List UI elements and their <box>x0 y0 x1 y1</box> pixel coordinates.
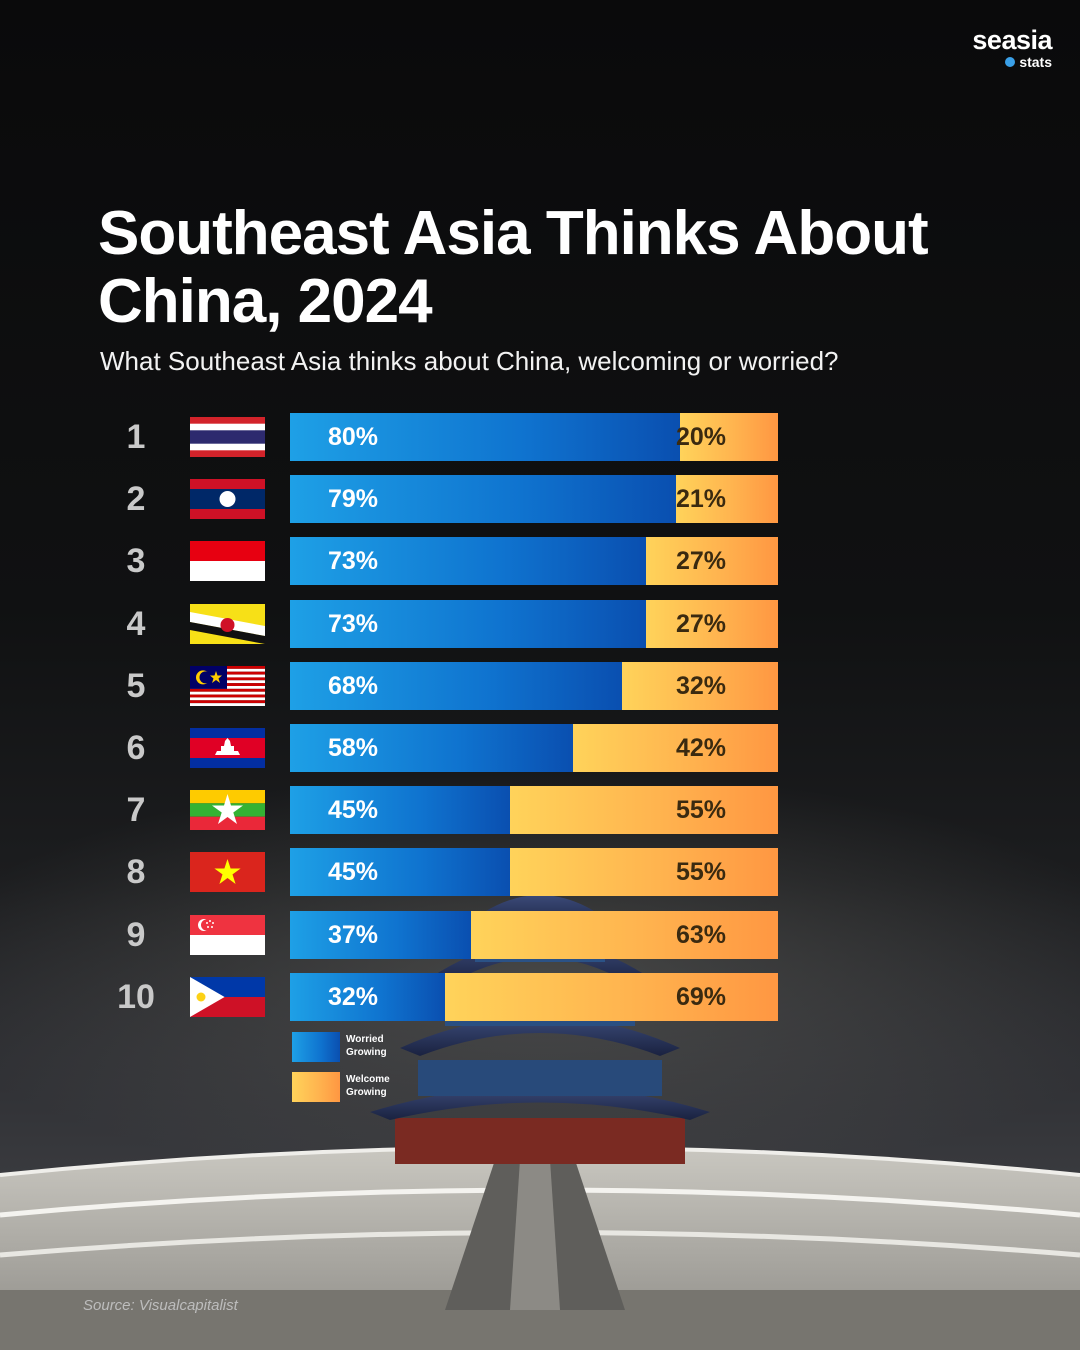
stacked-bar: 73% 27% <box>290 599 778 648</box>
rank-label: 7 <box>126 791 146 830</box>
brand-name: seasia <box>972 25 1052 55</box>
philippines-flag-icon <box>190 976 265 1017</box>
legend-swatch-worried <box>292 1032 340 1062</box>
bar-segment-welcome <box>675 475 778 524</box>
bar-segment-worried: 45% <box>290 786 510 835</box>
bar-segment-worried: 73% <box>290 599 647 648</box>
laos-flag-icon <box>190 479 265 520</box>
rank-label: 10 <box>117 977 155 1016</box>
bar-segment-welcome <box>646 537 778 586</box>
chart-row: 7 45% 55% <box>0 786 800 835</box>
globe-icon <box>1005 57 1016 67</box>
rank-label: 9 <box>126 915 146 954</box>
chart-row: 5 68% 32% <box>0 661 800 710</box>
data-label-worried: 45% <box>328 858 379 887</box>
bar-segment-worried: 73% <box>290 537 647 586</box>
chart-row: 3 73% 27% <box>0 537 800 586</box>
data-label-welcome: 27% <box>675 609 726 638</box>
rank-label: 1 <box>126 418 146 456</box>
chart-row: 10 32% 69% <box>0 972 800 1021</box>
legend-label-worried: Worried Growing <box>346 1034 387 1058</box>
data-label-welcome: 69% <box>675 982 726 1011</box>
chart-row: 6 58% 42% <box>0 724 800 772</box>
data-label-welcome: 20% <box>675 423 726 451</box>
bar-segment-welcome <box>646 599 778 648</box>
data-label-worried: 68% <box>328 671 379 700</box>
indonesia-flag-icon <box>190 541 265 582</box>
data-label-worried: 58% <box>328 734 379 762</box>
data-label-welcome: 42% <box>675 734 726 762</box>
bar-segment-worried: 45% <box>290 848 510 897</box>
brand-sub: stats <box>1005 54 1052 70</box>
stacked-bar: 79% 21% <box>290 475 778 524</box>
stacked-bar: 80% 20% <box>290 413 778 461</box>
singapore-flag-icon <box>190 914 265 955</box>
legend-label-welcome: Welcome Growing <box>346 1074 390 1098</box>
chart-subtitle: What Southeast Asia thinks about China, … <box>100 346 839 376</box>
data-label-welcome: 55% <box>675 858 726 887</box>
stacked-bar: 45% 55% <box>290 786 778 835</box>
stacked-bar: 37% 63% <box>290 910 778 959</box>
brunei-flag-icon <box>190 603 265 644</box>
chart-row: 2 79% 21% <box>0 475 800 524</box>
chart-row: 1 80% 20% <box>0 413 800 461</box>
bar-segment-welcome <box>444 972 778 1021</box>
chart-row: 4 73% 27% <box>0 599 800 648</box>
stacked-bar: 45% 55% <box>290 848 778 897</box>
bar-segment-worried: 79% <box>290 475 676 524</box>
thailand-flag-icon <box>190 417 265 457</box>
rank-label: 3 <box>126 542 146 581</box>
data-label-worried: 45% <box>328 796 379 825</box>
stacked-bar: 58% 42% <box>290 724 778 772</box>
stacked-bar: 68% 32% <box>290 661 778 710</box>
data-label-welcome: 63% <box>675 920 726 949</box>
bar-segment-welcome <box>509 786 778 835</box>
legend-swatch-welcome <box>292 1072 340 1102</box>
data-label-welcome: 55% <box>675 796 726 825</box>
bar-segment-worried: 68% <box>290 661 622 710</box>
bar-segment-worried: 32% <box>290 972 445 1021</box>
data-label-welcome: 32% <box>675 671 726 700</box>
cambodia-flag-icon <box>190 728 265 768</box>
data-label-welcome: 21% <box>675 485 726 514</box>
chart-row: 8 45% 55% <box>0 848 800 897</box>
stacked-bar: 73% 27% <box>290 537 778 586</box>
data-label-worried: 37% <box>328 920 379 949</box>
rank-label: 6 <box>126 729 146 767</box>
chart-title: Southeast Asia Thinks About China, 2024 <box>98 199 929 336</box>
legend-item-worried: Worried Growing <box>292 1032 492 1062</box>
rank-label: 8 <box>126 853 146 892</box>
rank-label: 5 <box>126 666 146 705</box>
bar-segment-welcome <box>470 910 778 959</box>
bar-segment-welcome <box>680 413 778 461</box>
source-note: Source: Visualcapitalist <box>83 1297 238 1314</box>
myanmar-flag-icon <box>190 790 265 831</box>
data-label-welcome: 27% <box>675 547 726 576</box>
data-label-worried: 80% <box>328 423 379 451</box>
data-label-worried: 73% <box>328 547 379 576</box>
rank-label: 2 <box>126 480 146 519</box>
data-label-worried: 73% <box>328 609 379 638</box>
malaysia-flag-icon <box>190 665 265 706</box>
bar-segment-worried: 80% <box>290 413 681 461</box>
bar-segment-welcome <box>509 848 778 897</box>
vietnam-flag-icon <box>190 852 265 893</box>
brand-sub-label: stats <box>1019 54 1052 70</box>
rank-label: 4 <box>126 604 146 643</box>
legend-item-welcome: Welcome Growing <box>292 1072 492 1102</box>
bar-segment-worried: 37% <box>290 910 471 959</box>
bar-segment-worried: 58% <box>290 724 574 772</box>
chart-row: 9 37% 63% <box>0 910 800 959</box>
bar-segment-welcome <box>621 661 778 710</box>
stacked-bar: 32% 69% <box>290 972 778 1021</box>
data-label-worried: 32% <box>328 982 379 1011</box>
brand-logo: seasia stats <box>972 26 1052 72</box>
data-label-worried: 79% <box>328 485 379 514</box>
bar-segment-welcome <box>573 724 778 772</box>
